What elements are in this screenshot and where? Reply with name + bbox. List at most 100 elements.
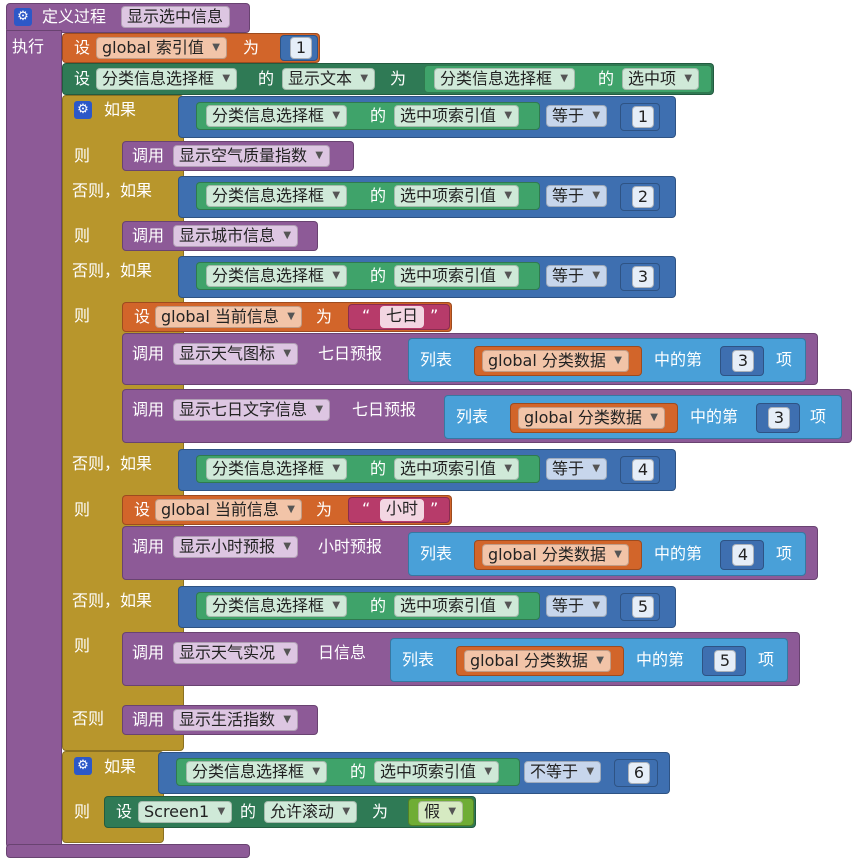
var-index-dropdown[interactable]: global 索引值 ▼ bbox=[96, 37, 227, 59]
procedure-dropdown[interactable]: 显示小时预报 ▼ bbox=[173, 536, 299, 558]
var-dropdown[interactable]: global 分类数据 ▼ bbox=[464, 650, 611, 672]
else-if-label: 否则，如果 bbox=[72, 261, 153, 280]
property-dropdown[interactable]: 选中项索引值 ▼ bbox=[394, 595, 520, 617]
property-dropdown[interactable]: 选中项 ▼ bbox=[622, 68, 700, 90]
set-label: 设 bbox=[116, 802, 133, 821]
nth-label: 中的第 bbox=[654, 544, 703, 563]
chevron-down-icon: ▼ bbox=[596, 655, 604, 666]
to-label: 为 bbox=[316, 500, 333, 519]
of-label: 的 bbox=[350, 762, 367, 781]
then-label: 则 bbox=[74, 226, 91, 245]
else-if-label: 否则，如果 bbox=[72, 591, 153, 610]
to-label: 为 bbox=[372, 802, 389, 821]
number-value[interactable]: 1 bbox=[632, 106, 654, 128]
number-value[interactable]: 4 bbox=[732, 544, 754, 566]
procedure-dropdown[interactable]: 显示空气质量指数 ▼ bbox=[173, 145, 331, 167]
number-value[interactable]: 5 bbox=[714, 650, 736, 672]
operator-dropdown[interactable]: 不等于 ▼ bbox=[524, 761, 602, 783]
number-value[interactable]: 1 bbox=[290, 37, 312, 59]
property-dropdown[interactable]: 允许滚动 ▼ bbox=[264, 801, 358, 823]
chevron-down-icon: ▼ bbox=[484, 766, 493, 777]
else-if-label: 否则，如果 bbox=[72, 454, 153, 473]
component-dropdown[interactable]: 分类信息选择框 ▼ bbox=[434, 68, 576, 90]
list-label: 列表 bbox=[456, 407, 489, 426]
operator-dropdown[interactable]: 等于 ▼ bbox=[546, 265, 608, 287]
chevron-down-icon: ▼ bbox=[592, 600, 601, 611]
nth-label: 中的第 bbox=[636, 650, 685, 669]
component-dropdown[interactable]: 分类信息选择框 ▼ bbox=[206, 105, 348, 127]
gear-icon[interactable]: ⚙ bbox=[74, 101, 92, 119]
chevron-down-icon: ▼ bbox=[504, 190, 513, 201]
property-dropdown[interactable]: 选中项索引值 ▼ bbox=[394, 265, 520, 287]
chevron-down-icon: ▼ bbox=[283, 541, 292, 552]
item-label: 项 bbox=[776, 544, 793, 563]
component-dropdown[interactable]: 分类信息选择框 ▼ bbox=[206, 595, 348, 617]
param-label: 七日预报 bbox=[318, 344, 383, 363]
of-label: 的 bbox=[240, 802, 257, 821]
procedure-dropdown[interactable]: 显示天气图标 ▼ bbox=[173, 343, 299, 365]
component-dropdown[interactable]: 分类信息选择框 ▼ bbox=[206, 458, 348, 480]
of-label: 的 bbox=[370, 106, 387, 125]
procedure-bottom bbox=[6, 844, 250, 858]
chevron-down-icon: ▼ bbox=[560, 73, 569, 84]
procedure-name-field[interactable]: 显示选中信息 bbox=[121, 6, 231, 28]
chevron-down-icon: ▼ bbox=[287, 504, 295, 515]
if-label: 如果 bbox=[104, 100, 137, 119]
number-value[interactable]: 3 bbox=[632, 266, 654, 288]
var-dropdown[interactable]: global 当前信息 ▼ bbox=[155, 499, 302, 521]
boolean-dropdown[interactable]: 假 ▼ bbox=[418, 801, 464, 823]
procedure-dropdown[interactable]: 显示七日文字信息 ▼ bbox=[173, 399, 331, 421]
chevron-down-icon: ▼ bbox=[332, 190, 341, 201]
operator-dropdown[interactable]: 等于 ▼ bbox=[546, 185, 608, 207]
property-dropdown[interactable]: 选中项索引值 ▼ bbox=[394, 185, 520, 207]
property-dropdown[interactable]: 选中项索引值 ▼ bbox=[374, 761, 500, 783]
var-dropdown[interactable]: global 分类数据 ▼ bbox=[482, 350, 629, 372]
of-label: 的 bbox=[258, 69, 275, 88]
to-label: 为 bbox=[243, 38, 260, 57]
chevron-down-icon: ▼ bbox=[332, 270, 341, 281]
component-dropdown[interactable]: 分类信息选择框 ▼ bbox=[206, 265, 348, 287]
number-value[interactable]: 6 bbox=[628, 762, 650, 784]
operator-dropdown[interactable]: 等于 ▼ bbox=[546, 595, 608, 617]
property-dropdown[interactable]: 显示文本 ▼ bbox=[282, 68, 376, 90]
list-label: 列表 bbox=[420, 544, 453, 563]
number-value[interactable]: 4 bbox=[632, 459, 654, 481]
gear-icon[interactable]: ⚙ bbox=[74, 757, 92, 775]
component-dropdown[interactable]: 分类信息选择框 ▼ bbox=[96, 68, 238, 90]
property-dropdown[interactable]: 选中项索引值 ▼ bbox=[394, 105, 520, 127]
number-value[interactable]: 3 bbox=[768, 407, 790, 429]
var-dropdown[interactable]: global 当前信息 ▼ bbox=[155, 306, 302, 328]
number-value[interactable]: 5 bbox=[632, 596, 654, 618]
chevron-down-icon: ▼ bbox=[360, 73, 369, 84]
procedure-dropdown[interactable]: 显示城市信息 ▼ bbox=[173, 225, 299, 247]
procedure-dropdown[interactable]: 显示天气实况 ▼ bbox=[173, 642, 299, 664]
string-value[interactable]: 小时 bbox=[380, 499, 425, 521]
chevron-down-icon: ▼ bbox=[287, 311, 295, 322]
chevron-down-icon: ▼ bbox=[315, 150, 324, 161]
item-label: 项 bbox=[810, 407, 827, 426]
quote-close: ” bbox=[430, 306, 439, 325]
chevron-down-icon: ▼ bbox=[592, 463, 601, 474]
chevron-down-icon: ▼ bbox=[217, 806, 226, 817]
procedure-label: 定义过程 bbox=[42, 7, 107, 26]
chevron-down-icon: ▼ bbox=[283, 348, 292, 359]
chevron-down-icon: ▼ bbox=[614, 355, 622, 366]
chevron-down-icon: ▼ bbox=[212, 42, 220, 53]
else-if-label: 否则，如果 bbox=[72, 181, 153, 200]
number-value[interactable]: 2 bbox=[632, 186, 654, 208]
string-value[interactable]: 七日 bbox=[380, 306, 425, 328]
component-dropdown[interactable]: 分类信息选择框 ▼ bbox=[206, 185, 348, 207]
property-dropdown[interactable]: 选中项索引值 ▼ bbox=[394, 458, 520, 480]
call-label: 调用 bbox=[132, 643, 165, 662]
var-dropdown[interactable]: global 分类数据 ▼ bbox=[518, 407, 665, 429]
chevron-down-icon: ▼ bbox=[332, 110, 341, 121]
screen-dropdown[interactable]: Screen1 ▼ bbox=[138, 801, 233, 823]
operator-dropdown[interactable]: 等于 ▼ bbox=[546, 105, 608, 127]
operator-dropdown[interactable]: 等于 ▼ bbox=[546, 458, 608, 480]
component-dropdown[interactable]: 分类信息选择框 ▼ bbox=[186, 761, 328, 783]
gear-icon[interactable]: ⚙ bbox=[14, 8, 32, 26]
call-label: 调用 bbox=[132, 710, 165, 729]
procedure-dropdown[interactable]: 显示生活指数 ▼ bbox=[173, 709, 299, 731]
number-value[interactable]: 3 bbox=[732, 350, 754, 372]
var-dropdown[interactable]: global 分类数据 ▼ bbox=[482, 544, 629, 566]
